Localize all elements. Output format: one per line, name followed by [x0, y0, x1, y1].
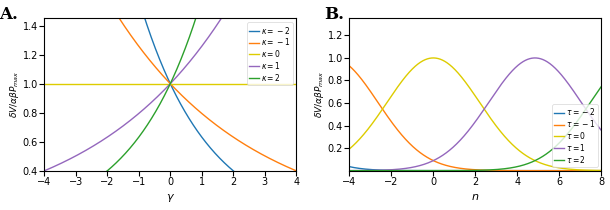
- Text: B.: B.: [324, 6, 344, 23]
- Legend: $\kappa=-2$, $\kappa=-1$, $\kappa=0$, $\kappa=1$, $\kappa=2$: $\kappa=-2$, $\kappa=-1$, $\kappa=0$, $\…: [247, 22, 293, 85]
- X-axis label: $\gamma$: $\gamma$: [166, 192, 175, 205]
- Y-axis label: $\delta V/\alpha\beta P_{max}$: $\delta V/\alpha\beta P_{max}$: [314, 71, 326, 118]
- Text: A.: A.: [0, 6, 18, 23]
- Y-axis label: $\delta V/\alpha\beta P_{max}$: $\delta V/\alpha\beta P_{max}$: [8, 71, 21, 118]
- X-axis label: $n$: $n$: [471, 192, 479, 202]
- Legend: $\tau=-2$, $\tau=-1$, $\tau=0$, $\tau=1$, $\tau=2$: $\tau=-2$, $\tau=-1$, $\tau=0$, $\tau=1$…: [552, 104, 598, 167]
